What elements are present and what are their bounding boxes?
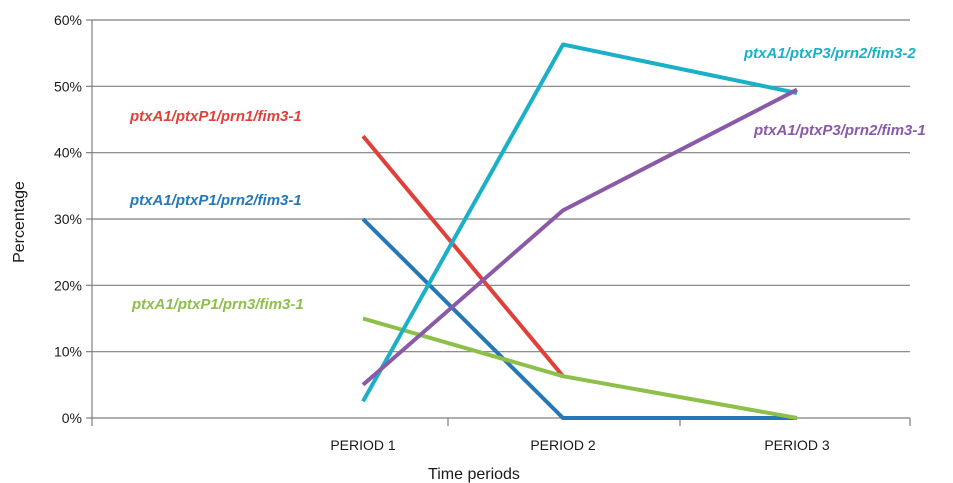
series-label: ptxA1/ptxP1/prn3/fim3-1 xyxy=(131,296,304,313)
x-tick-label: PERIOD 1 xyxy=(330,437,396,453)
series-label: ptxA1/ptxP3/prn2/fim3-1 xyxy=(753,122,926,139)
gridlines xyxy=(92,19,910,353)
x-tick-label: PERIOD 2 xyxy=(530,437,596,453)
series-line xyxy=(361,134,565,378)
series-line xyxy=(361,87,798,387)
series-line xyxy=(361,217,797,420)
series-line xyxy=(362,316,798,420)
x-tick-label: PERIOD 3 xyxy=(764,437,830,453)
y-tick-label: 10% xyxy=(54,344,82,360)
series-lines xyxy=(361,42,798,420)
y-axis-title: Percentage xyxy=(11,181,28,263)
x-axis-title: Time periods xyxy=(428,466,520,483)
y-tick-label: 30% xyxy=(54,211,82,227)
y-tick-label: 60% xyxy=(54,12,82,28)
y-tick-label: 20% xyxy=(54,277,82,293)
series-line xyxy=(361,42,798,403)
series-label: ptxA1/ptxP1/prn1/fim3-1 xyxy=(129,108,302,125)
y-tick-label: 40% xyxy=(54,145,82,161)
y-tick-label: 0% xyxy=(62,410,82,426)
series-label: ptxA1/ptxP1/prn2/fim3-1 xyxy=(129,192,302,209)
axes: 0% 10% 20% 30% 40% 50% 60% PERIOD 1 PERIOD 2 PERI… xyxy=(54,12,911,453)
y-tick-label: 50% xyxy=(54,78,82,94)
series-labels: ptxA1/ptxP1/prn1/fim3-1 ptxA1/ptxP1/prn2/… xyxy=(129,45,926,313)
series-label: ptxA1/ptxP3/prn2/fim3-2 xyxy=(743,45,916,62)
